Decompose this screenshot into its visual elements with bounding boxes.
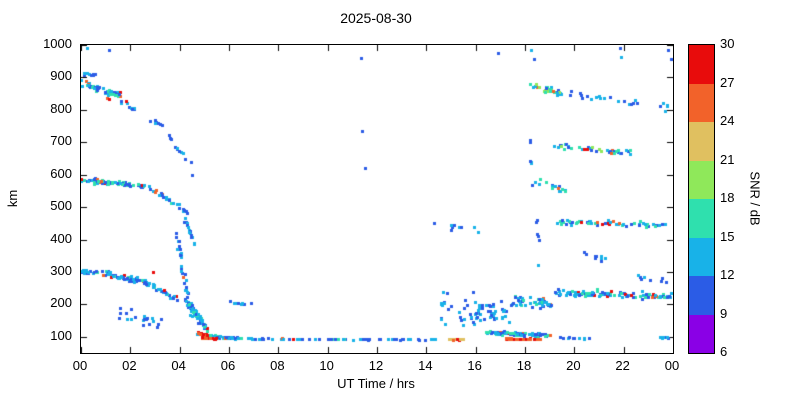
- colorbar-tick-label: 21: [720, 151, 735, 167]
- x-tick-label: 04: [171, 358, 186, 373]
- colorbar-segment: [689, 237, 714, 276]
- y-tick-label: 800: [50, 100, 72, 116]
- y-tick-label: 400: [50, 230, 72, 246]
- y-axis-label-wrap: km: [2, 44, 24, 352]
- y-tick-label: 500: [50, 198, 72, 214]
- colorbar-segment: [689, 276, 714, 315]
- x-tick-label: 16: [467, 358, 482, 373]
- x-tick-label: 00: [664, 358, 680, 373]
- x-tick-label: 22: [615, 358, 630, 373]
- colorbar-label: SNR / dB: [747, 170, 763, 226]
- y-tick-label: 900: [50, 68, 72, 84]
- x-tick-label: 12: [368, 358, 384, 373]
- y-tick-label: 700: [50, 133, 72, 149]
- chart-title: 2025-08-30: [340, 10, 412, 26]
- x-tick-label: 14: [418, 358, 433, 373]
- y-tick-label: 300: [50, 262, 72, 278]
- y-tick-label: 200: [50, 295, 72, 311]
- colorbar-tick-label: 18: [720, 190, 735, 205]
- colorbar-segment: [689, 122, 714, 161]
- scatter-canvas: [81, 45, 673, 353]
- x-tick-label: 20: [566, 358, 581, 373]
- colorbar-tick-label: 27: [720, 74, 735, 90]
- colorbar-tick-label: 12: [720, 267, 735, 282]
- colorbar-tick-label: 24: [720, 113, 735, 128]
- y-tick-label: 1000: [43, 36, 72, 51]
- x-tick-label: 06: [220, 358, 236, 373]
- colorbar-tick-label: 15: [720, 228, 735, 244]
- x-tick-label: 02: [122, 358, 137, 373]
- colorbar-segment: [689, 83, 714, 122]
- colorbar-segment: [689, 314, 714, 353]
- colorbar-segment: [689, 45, 714, 84]
- plot-area: [80, 44, 674, 354]
- colorbar-tick-label: 30: [720, 36, 735, 51]
- x-tick-label: 08: [270, 358, 285, 373]
- y-axis-label: km: [5, 189, 21, 207]
- colorbar: [688, 44, 715, 354]
- y-tick-label: 100: [50, 327, 72, 343]
- colorbar-segment: [689, 160, 714, 199]
- y-tick-label: 600: [50, 165, 72, 181]
- x-tick-label: 00: [72, 358, 88, 373]
- x-tick-label: 18: [516, 358, 532, 373]
- colorbar-tick-label: 6: [720, 344, 728, 359]
- colorbar-segment: [689, 199, 714, 238]
- colorbar-tick-label: 9: [720, 305, 728, 321]
- colorbar-label-wrap: SNR / dB: [745, 44, 765, 352]
- x-tick-label: 10: [319, 358, 334, 373]
- x-axis-label: UT Time / hrs: [337, 376, 415, 391]
